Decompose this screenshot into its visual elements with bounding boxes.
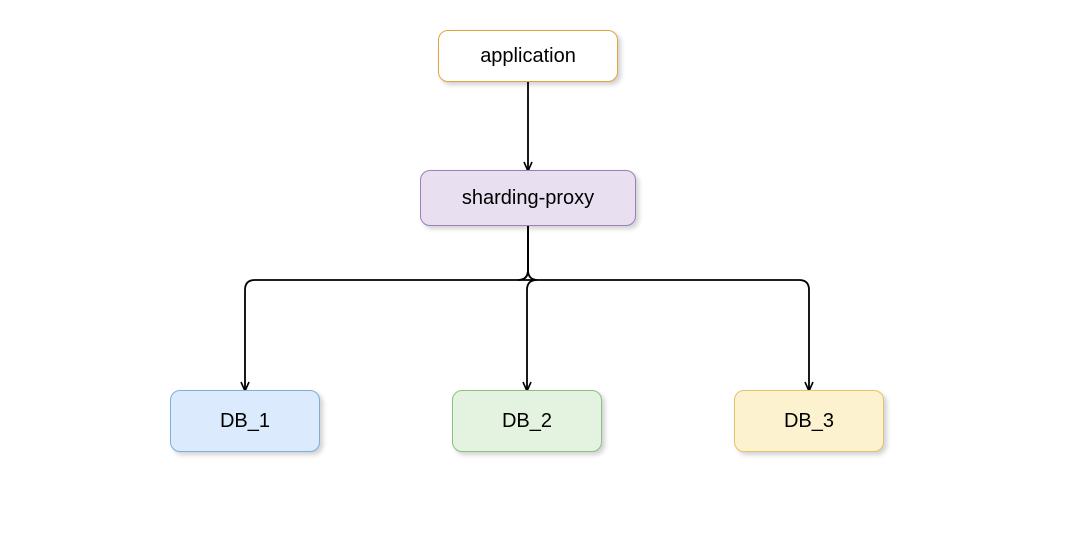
- node-label: DB_2: [502, 410, 552, 433]
- node-label: DB_3: [784, 410, 834, 433]
- node-label: application: [480, 45, 576, 68]
- node-label: sharding-proxy: [462, 187, 594, 210]
- node-db2: DB_2: [452, 390, 602, 452]
- node-application: application: [438, 30, 618, 82]
- edge-sharding-proxy-to-db3: [528, 226, 809, 390]
- node-db1: DB_1: [170, 390, 320, 452]
- edge-sharding-proxy-to-db1: [245, 226, 528, 390]
- edge-sharding-proxy-to-db2: [518, 226, 537, 390]
- node-db3: DB_3: [734, 390, 884, 452]
- node-sharding-proxy: sharding-proxy: [420, 170, 636, 226]
- node-label: DB_1: [220, 410, 270, 433]
